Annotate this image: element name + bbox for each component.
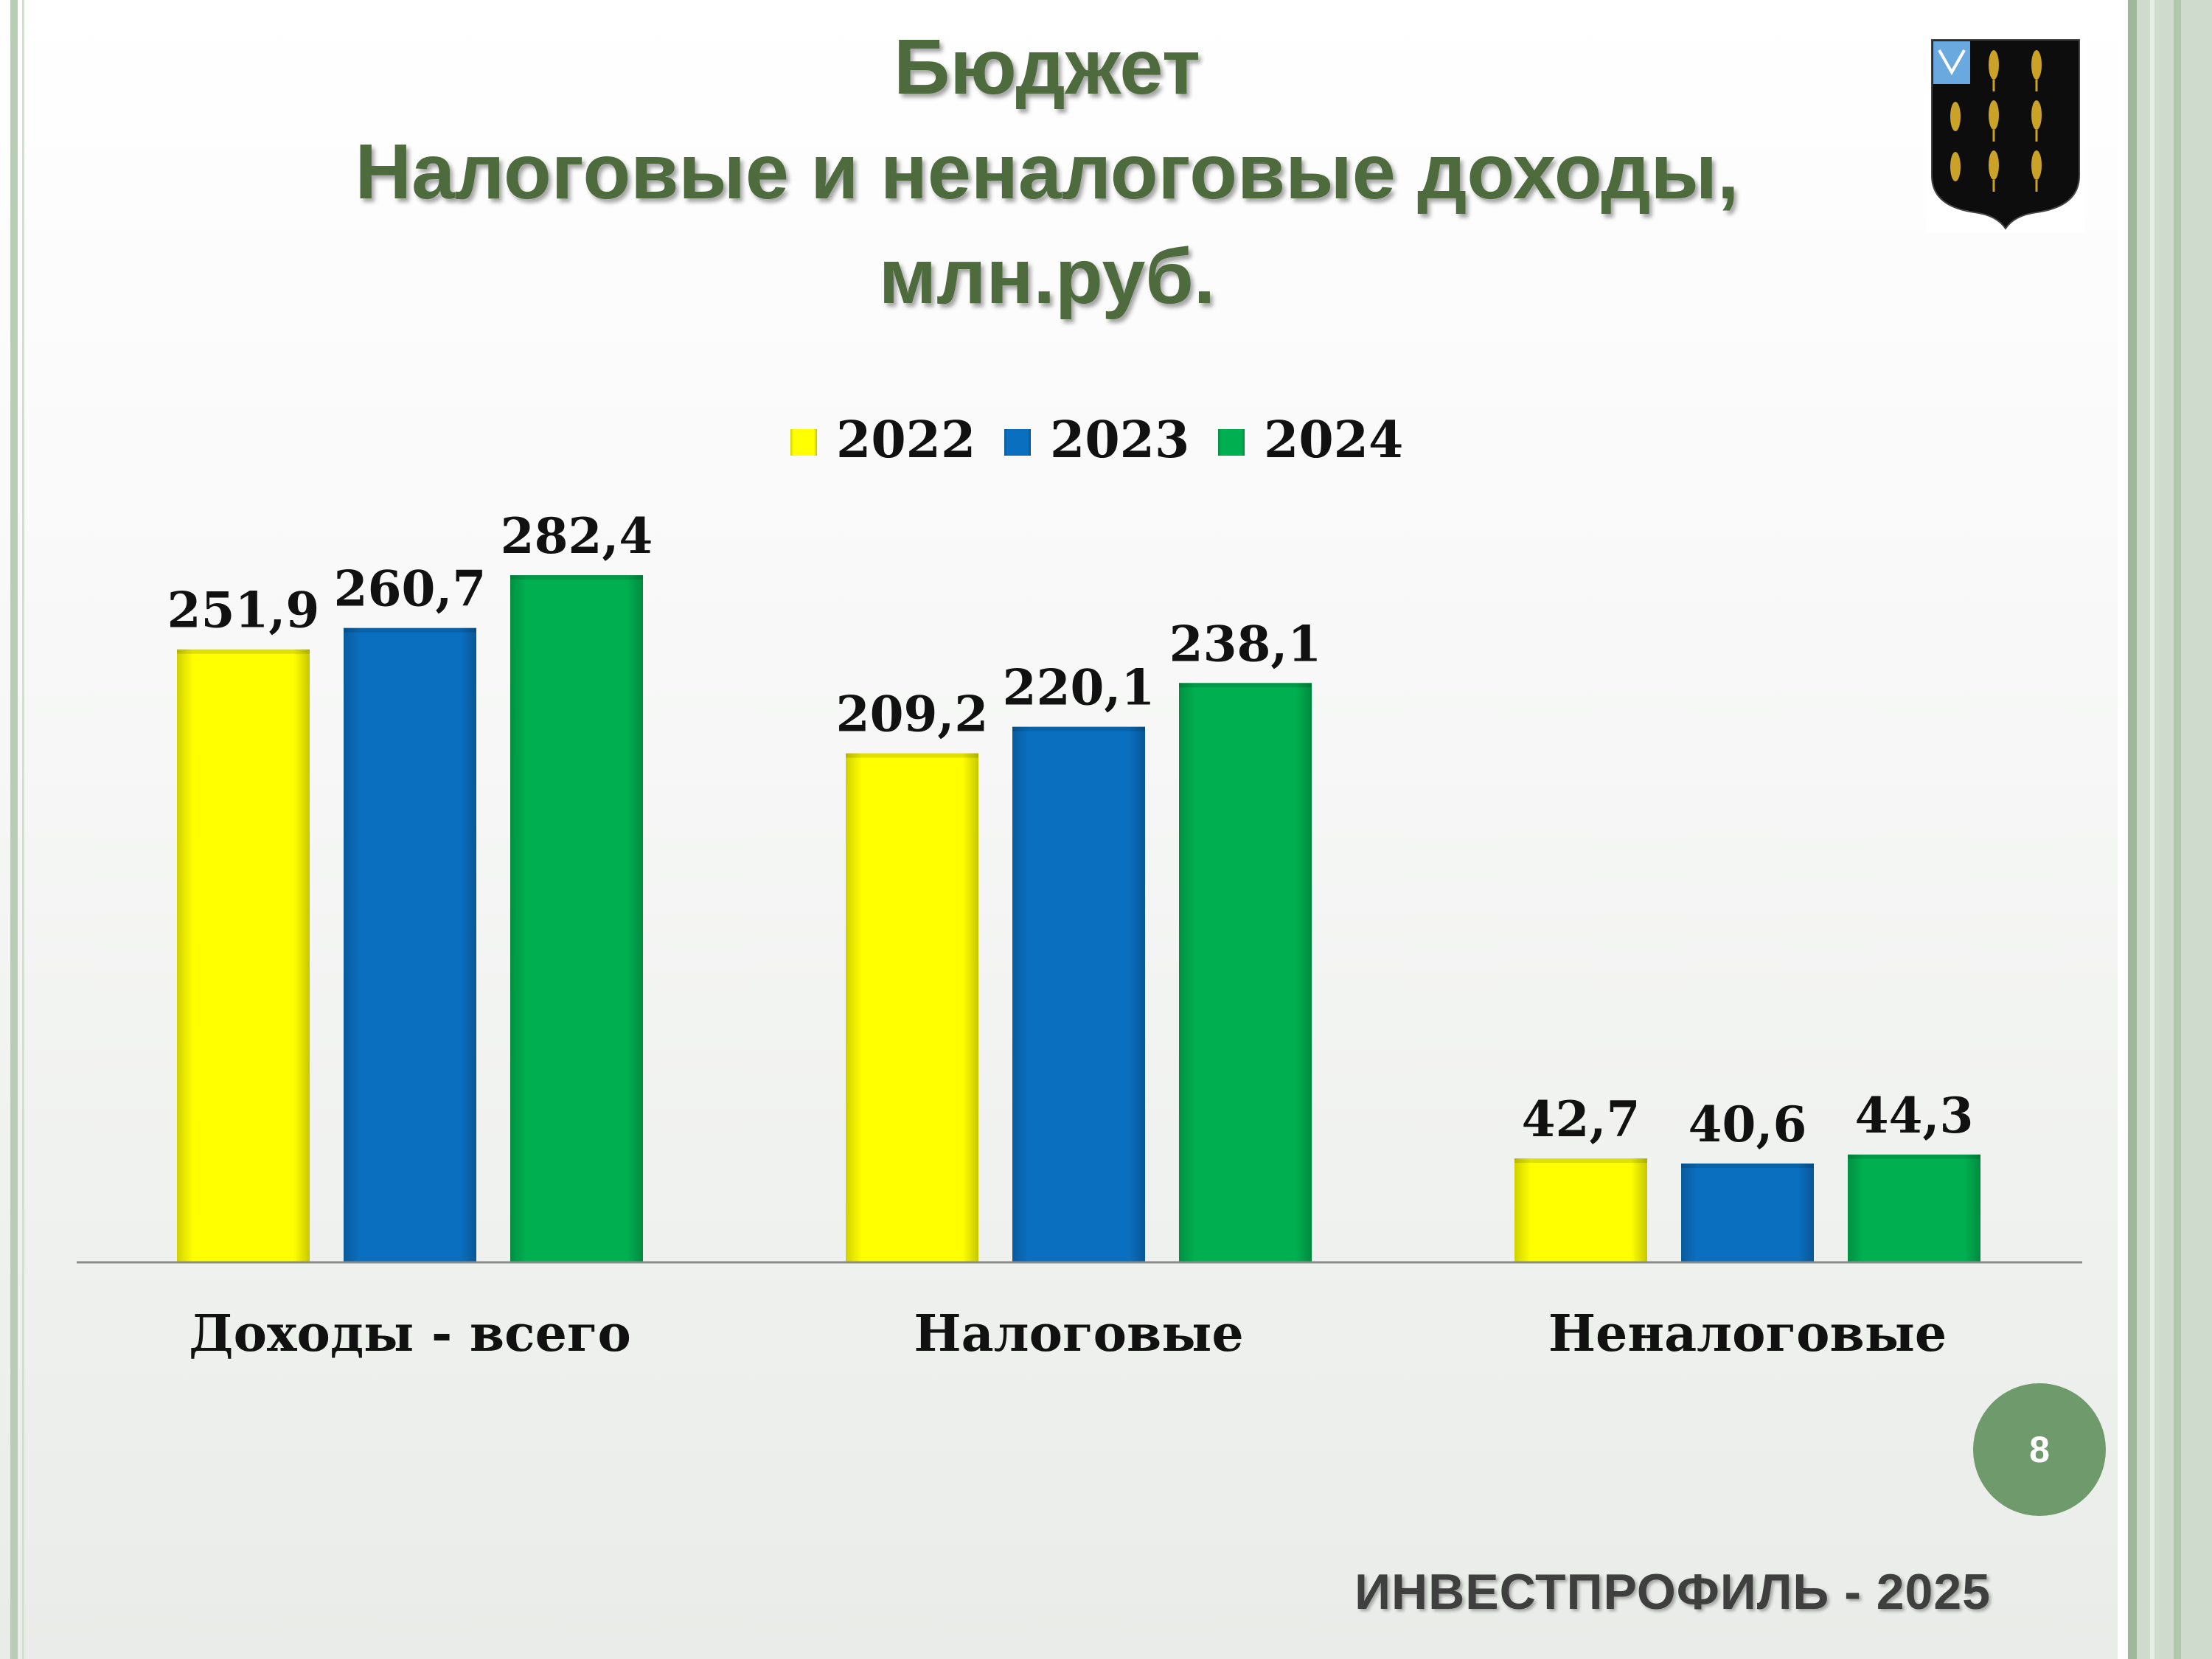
data-label-2022-2: 209,2 [836, 686, 989, 743]
legend-label-2024: 2024 [1264, 411, 1403, 470]
legend-label-2022: 2022 [836, 411, 975, 470]
data-label-2023-3: 40,6 [1688, 1096, 1807, 1153]
left-decor-rule-thin [22, 0, 24, 1659]
legend-swatch-shade [790, 429, 817, 456]
bar-top-edge [1514, 1158, 1647, 1164]
bar-shade [1179, 683, 1312, 1262]
bar-shade [344, 627, 476, 1262]
data-label-2023-1: 260,7 [334, 560, 487, 618]
legend-swatch-shade [1218, 429, 1245, 456]
chart-category-labels: Доходы - всего Налоговые Неналоговые [189, 1304, 1947, 1363]
bar-top-edge [1179, 683, 1312, 688]
bar-shade [1848, 1154, 1980, 1262]
left-decor-rule [10, 0, 18, 1659]
chart-legend: 2022 2023 2024 [790, 411, 1403, 470]
page-number-badge: 8 [1973, 1383, 2106, 1516]
bar-top-edge [510, 575, 643, 580]
category-label-1: Доходы - всего [189, 1304, 631, 1363]
legend-label-2023: 2023 [1050, 411, 1189, 470]
bar-shade [1012, 726, 1145, 1262]
data-label-2022-1: 251,9 [167, 582, 320, 639]
bar-chart: 2022 2023 2024 251,9 209,2 42,7 260,7 220,1 40,… [77, 411, 2082, 1363]
bar-shade [846, 753, 978, 1262]
footer-text: ИНВЕСТПРОФИЛЬ - 2025 [1354, 1564, 1991, 1620]
data-label-2023-2: 220,1 [1003, 659, 1155, 717]
title-line-3: млн.руб. [878, 233, 1216, 320]
slide-title: Бюджет Налоговые и неналоговые доходы, м… [147, 15, 1947, 329]
page-number: 8 [2029, 1429, 2050, 1470]
data-label-2024-3: 44,3 [1855, 1087, 1974, 1144]
bar-top-edge [846, 753, 978, 758]
bar-top-edge [1012, 726, 1145, 731]
chart-bars [177, 575, 1980, 1262]
bar-top-edge [177, 649, 310, 654]
bar-shade [177, 649, 310, 1262]
legend-swatch-shade [1004, 429, 1031, 456]
data-label-2024-1: 282,4 [501, 507, 653, 565]
bar-top-edge [1848, 1154, 1980, 1159]
bar-shade [510, 575, 643, 1262]
coat-of-arms-wheat-icon [1926, 35, 2085, 233]
title-line-1: Бюджет [894, 24, 1200, 111]
chart-data-labels: 251,9 209,2 42,7 260,7 220,1 40,6 282,4 238,1 44… [167, 507, 1974, 1153]
data-label-2024-2: 238,1 [1169, 615, 1322, 672]
category-label-2: Налоговые [914, 1304, 1243, 1363]
data-label-2022-3: 42,7 [1522, 1091, 1641, 1148]
title-line-2: Налоговые и неналоговые доходы, [355, 128, 1739, 215]
right-decor-band [2118, 0, 2212, 1659]
bar-top-edge [344, 627, 476, 633]
bar-top-edge [1681, 1164, 1814, 1169]
bar-shade [1681, 1164, 1814, 1262]
category-label-3: Неналоговые [1548, 1304, 1947, 1363]
bar-shade [1514, 1158, 1647, 1262]
